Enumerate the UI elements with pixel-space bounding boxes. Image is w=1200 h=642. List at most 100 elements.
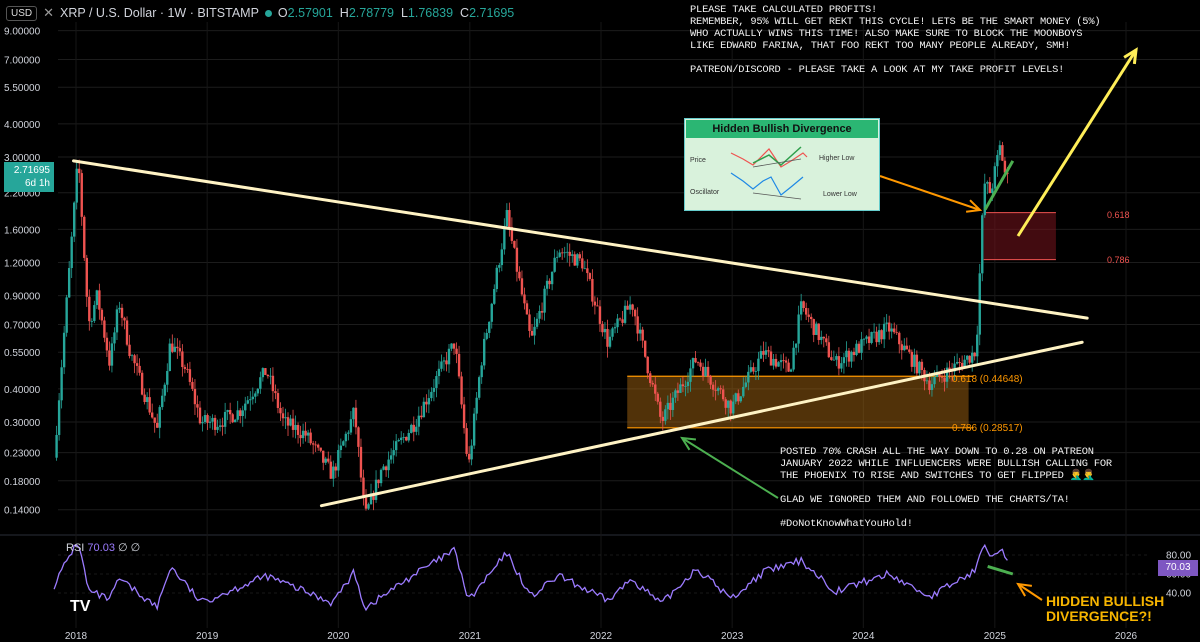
candle-body (304, 430, 307, 436)
candle-body (852, 351, 856, 356)
candle-body (181, 351, 184, 368)
candle-body (568, 251, 571, 256)
candle-body (593, 301, 597, 306)
candle-body (895, 332, 898, 334)
candle-body (754, 371, 758, 372)
candle-body (259, 377, 262, 389)
candle-body (847, 350, 851, 362)
candle-body (357, 427, 360, 447)
candle-body (324, 458, 327, 463)
candle-body (518, 271, 521, 279)
candle-body (477, 377, 481, 398)
candle-body (794, 343, 798, 348)
candle-body (410, 424, 413, 433)
y-tick-label: 0.23000 (4, 449, 41, 460)
candle-body (417, 415, 421, 427)
candle-body (737, 393, 740, 402)
candle-body (566, 251, 569, 253)
y-tick-label: 0.14000 (4, 506, 41, 517)
candle-body (337, 450, 340, 471)
candle-body (973, 352, 976, 357)
rsi-legend[interactable]: RSI 70.03 ∅ ∅ (66, 542, 141, 554)
candle-body (60, 367, 63, 401)
candle-body (903, 345, 906, 351)
candle-body (694, 358, 697, 363)
candle-body (483, 338, 486, 366)
candle-body (206, 415, 209, 423)
candle-body (830, 357, 833, 360)
candle-body (588, 273, 592, 279)
candle-body (727, 400, 730, 408)
candle-body (475, 397, 478, 414)
y-tick-label: 7.00000 (4, 55, 41, 66)
candle-body (862, 338, 866, 340)
candle-body (211, 417, 214, 422)
candle-body (186, 368, 189, 370)
candle-body (208, 421, 212, 423)
candle-body (457, 353, 461, 377)
bottom-annotation: POSTED 70% CRASH ALL THE WAY DOWN TO 0.2… (780, 446, 1112, 530)
candle-body (156, 422, 159, 428)
inset-oscillator-label: Oscillator (690, 189, 720, 196)
candle-body (706, 366, 710, 377)
candle-body (427, 398, 431, 405)
candle-body (284, 417, 287, 419)
currency-button[interactable]: USD (6, 5, 38, 21)
candle-body (993, 166, 997, 189)
candle-body (213, 417, 217, 430)
candle-body (93, 305, 96, 321)
candle-body (646, 356, 649, 374)
rsi-pointer-arrow-head (1016, 582, 1033, 597)
candle-body (485, 332, 488, 339)
candle-body (201, 422, 204, 424)
candle-body (789, 369, 793, 372)
candle-body (825, 338, 828, 343)
candle-body (67, 268, 71, 298)
candle-body (100, 309, 104, 321)
candle-body (817, 323, 820, 341)
upper-fib-618-label: 0.618 (1107, 210, 1130, 220)
candle-body (555, 256, 559, 258)
candle-body (344, 433, 348, 442)
candle-body (445, 360, 448, 365)
candle-body (85, 257, 88, 297)
candle-body (636, 316, 639, 334)
candle-body (354, 407, 358, 428)
price-axis[interactable]: 9.00000 7.00000 5.50000 4.00000 3.00000 2.200… (4, 27, 41, 517)
trendline-upper (71, 159, 1089, 320)
candle-body (334, 466, 338, 471)
candles (55, 140, 1009, 511)
candle-body (591, 278, 594, 302)
close-icon[interactable]: ✕ (43, 5, 55, 20)
candle-body (659, 401, 662, 417)
symbol-title[interactable]: XRP / U.S. Dollar · 1W · BITSTAMP (60, 6, 259, 20)
candle-body (810, 316, 813, 320)
candle-body (772, 358, 775, 366)
last-price-tag: 2.71695 6d 1h (4, 162, 54, 192)
candle-body (938, 372, 941, 377)
candle-body (266, 374, 270, 377)
time-axis[interactable]: 2018 2019 2020 2021 2022 2023 2024 2025 2026 (65, 631, 1138, 642)
candle-body (490, 303, 493, 322)
candle-body (905, 345, 909, 350)
candle-body (890, 328, 893, 332)
candle-body (691, 358, 695, 369)
candle-body (586, 268, 589, 274)
candle-body (576, 254, 579, 266)
candle-body (953, 363, 956, 372)
candle-body (545, 280, 549, 289)
candle-body (239, 410, 242, 417)
candle-body (279, 407, 282, 414)
candle-body (764, 350, 768, 355)
candle-body (802, 301, 805, 308)
candle-body (322, 450, 325, 463)
candle-body (596, 305, 599, 307)
candle-body (62, 332, 66, 368)
candle-body (553, 257, 556, 272)
candle-body (779, 360, 783, 363)
candle-body (271, 375, 275, 392)
candle-body (623, 305, 627, 323)
candle-body (908, 349, 911, 352)
candle-body (384, 466, 388, 471)
